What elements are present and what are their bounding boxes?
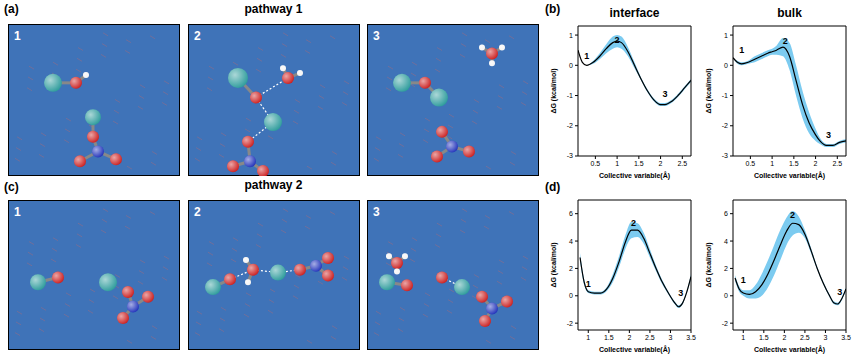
svg-text:3: 3 [373, 29, 380, 43]
svg-text:1.5: 1.5 [789, 160, 799, 167]
svg-text:Collective variable(Å): Collective variable(Å) [599, 171, 670, 180]
svg-text:1: 1 [741, 334, 745, 341]
svg-text:3.5: 3.5 [686, 334, 696, 341]
svg-text:4: 4 [724, 238, 728, 245]
svg-text:1: 1 [584, 51, 589, 61]
svg-text:3: 3 [373, 205, 380, 219]
html-text:pathway 2: pathway 2 [244, 178, 303, 192]
svg-text:1.5: 1.5 [604, 334, 614, 341]
html-text:(a): (a) [4, 2, 19, 16]
svg-text:1: 1 [770, 160, 774, 167]
svg-text:Collective variable(Å): Collective variable(Å) [599, 345, 670, 354]
svg-text:2: 2 [569, 265, 573, 272]
svg-text:0: 0 [724, 292, 728, 299]
svg-text:1: 1 [14, 205, 21, 219]
svg-text:2: 2 [814, 160, 818, 167]
svg-text:1: 1 [739, 45, 744, 55]
svg-text:1: 1 [586, 279, 591, 289]
svg-text:Collective variable(Å): Collective variable(Å) [754, 171, 825, 180]
svg-text:2: 2 [782, 334, 786, 341]
svg-text:ΔG (kcal/mol): ΔG (kcal/mol) [705, 68, 713, 113]
svg-text:2.5: 2.5 [832, 160, 842, 167]
svg-text:Collective variable(Å): Collective variable(Å) [754, 345, 825, 354]
svg-text:3: 3 [678, 288, 683, 298]
svg-text:3.5: 3.5 [841, 334, 851, 341]
svg-text:3: 3 [826, 130, 831, 140]
svg-text:2: 2 [194, 29, 201, 43]
svg-text:2: 2 [783, 36, 788, 46]
svg-text:0: 0 [724, 62, 728, 69]
svg-text:2: 2 [631, 218, 636, 228]
html-text:(c): (c) [4, 180, 19, 194]
svg-text:2.5: 2.5 [800, 334, 810, 341]
svg-text:-1: -1 [567, 92, 573, 99]
svg-text:-2: -2 [567, 320, 573, 327]
svg-text:1: 1 [724, 32, 728, 39]
svg-text:ΔG (kcal/mol): ΔG (kcal/mol) [550, 68, 558, 113]
svg-text:ΔG (kcal/mol): ΔG (kcal/mol) [550, 242, 558, 287]
svg-text:-3: -3 [722, 152, 728, 159]
svg-text:6: 6 [569, 210, 573, 217]
html-text:(d): (d) [545, 180, 561, 194]
svg-text:3: 3 [837, 287, 842, 297]
svg-text:1: 1 [615, 160, 619, 167]
svg-text:-2: -2 [567, 122, 573, 129]
svg-text:1: 1 [586, 334, 590, 341]
svg-text:2: 2 [659, 160, 663, 167]
html-text:(b): (b) [545, 2, 561, 16]
svg-text:ΔG (kcal/mol): ΔG (kcal/mol) [705, 242, 713, 287]
svg-text:1.5: 1.5 [759, 334, 769, 341]
svg-text:1.5: 1.5 [634, 160, 644, 167]
svg-text:1: 1 [14, 29, 21, 43]
html-text:pathway 1: pathway 1 [244, 2, 303, 16]
svg-text:6: 6 [724, 210, 728, 217]
svg-text:2: 2 [724, 265, 728, 272]
svg-text:2: 2 [194, 205, 201, 219]
svg-text:2.5: 2.5 [645, 334, 655, 341]
svg-text:-3: -3 [567, 152, 573, 159]
svg-text:2: 2 [615, 35, 620, 45]
svg-text:2: 2 [790, 210, 795, 220]
svg-text:0: 0 [569, 62, 573, 69]
html-text:bulk: bulk [777, 6, 802, 20]
svg-text:1: 1 [569, 32, 573, 39]
svg-text:4: 4 [569, 238, 573, 245]
svg-text:0: 0 [569, 292, 573, 299]
svg-text:1: 1 [741, 275, 746, 285]
svg-text:-1: -1 [722, 92, 728, 99]
svg-text:-2: -2 [722, 122, 728, 129]
svg-text:0.5: 0.5 [591, 160, 601, 167]
html-text:interface: interface [609, 6, 660, 20]
svg-text:2.5: 2.5 [677, 160, 687, 167]
svg-text:3: 3 [824, 334, 828, 341]
svg-text:-2: -2 [722, 320, 728, 327]
svg-text:0.5: 0.5 [746, 160, 756, 167]
svg-text:3: 3 [669, 334, 673, 341]
svg-text:3: 3 [662, 89, 667, 99]
svg-text:2: 2 [627, 334, 631, 341]
